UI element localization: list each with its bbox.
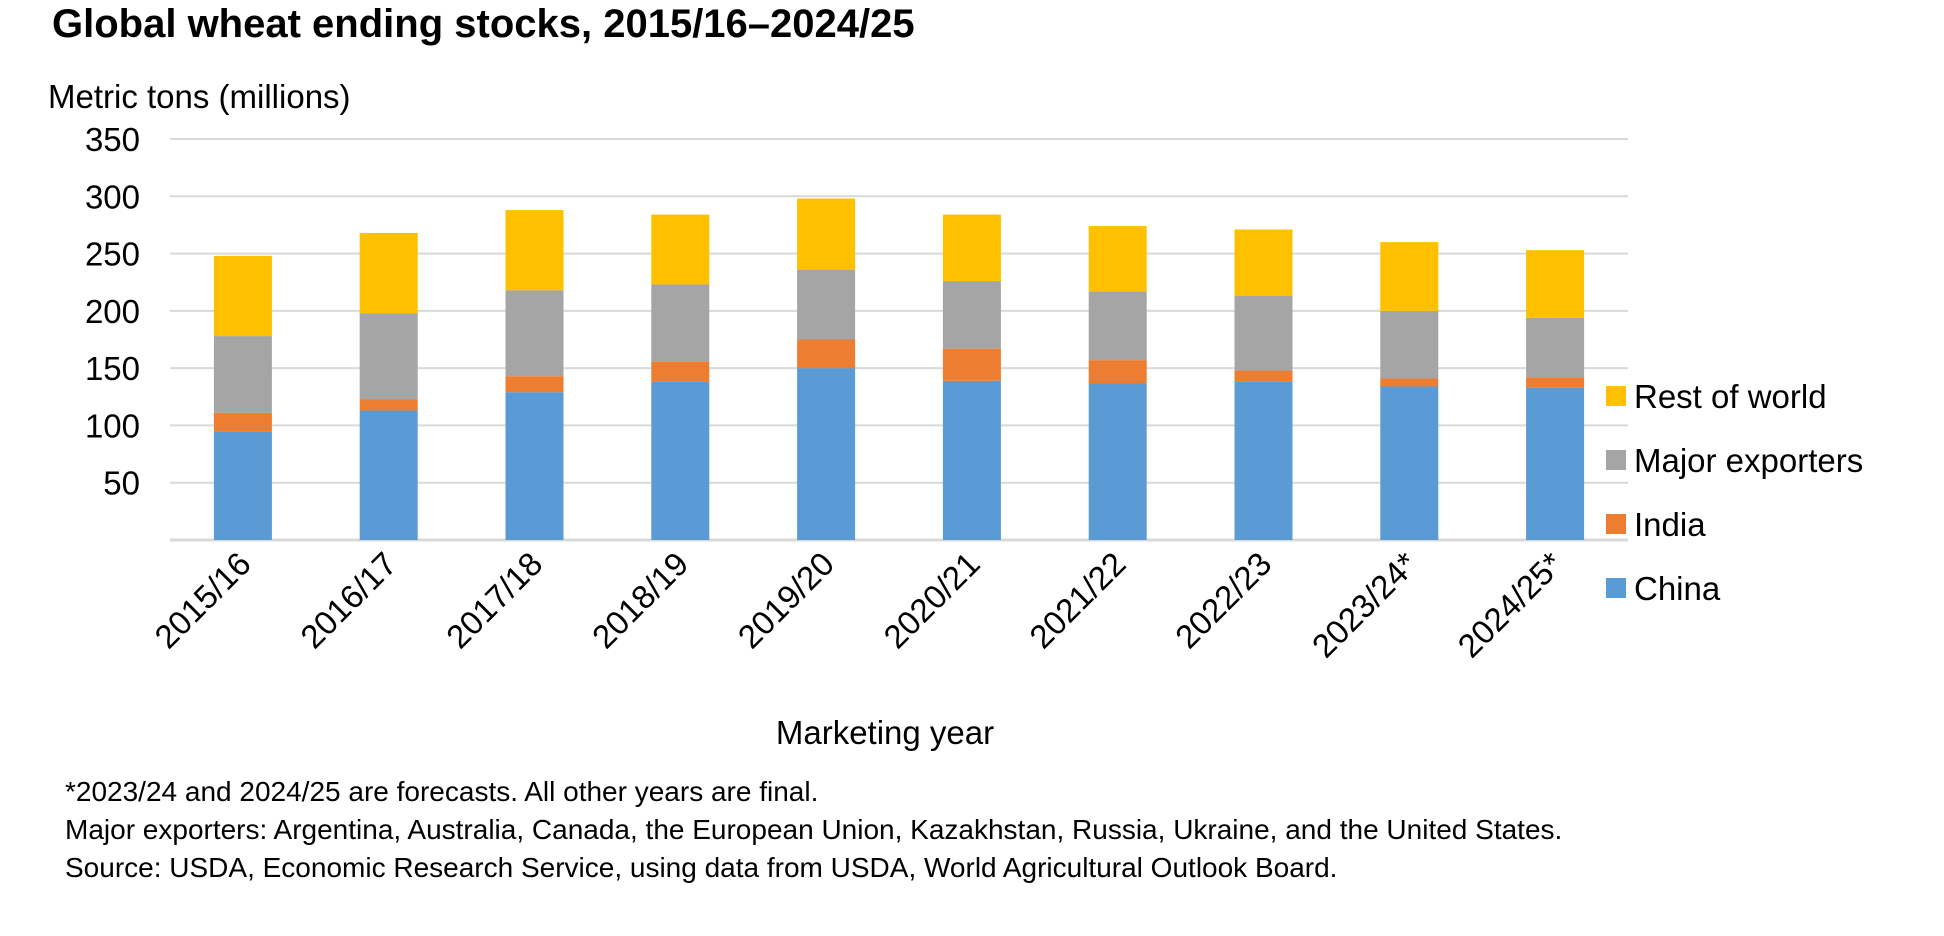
bar-rest-of-world — [213, 255, 272, 337]
legend-label: Rest of world — [1634, 378, 1827, 415]
bar-india — [942, 348, 1001, 381]
y-tick-label: 150 — [85, 350, 140, 387]
legend: Rest of world Major exporters India China — [1606, 378, 1863, 607]
y-axis-label: Metric tons (millions) — [48, 78, 351, 115]
forecast-note: *2023/24 and 2024/25 are forecasts. All … — [65, 776, 819, 807]
x-axis-ticks: 2015/16 2016/17 2017/18 2018/19 2019/20 2020/… — [147, 545, 1570, 665]
bar-rest-of-world — [1380, 242, 1439, 311]
bar-rest-of-world — [651, 214, 710, 285]
bar-india — [505, 376, 564, 393]
bar-china — [797, 368, 856, 540]
x-tick-label: 2018/19 — [585, 545, 696, 656]
y-tick-label: 300 — [85, 178, 140, 215]
x-axis-title: Marketing year — [776, 714, 994, 751]
y-tick-label: 50 — [103, 465, 140, 502]
bar-india — [651, 361, 710, 382]
bar-major-exporters — [1526, 317, 1585, 378]
bar-china — [1234, 381, 1293, 540]
y-tick-label: 350 — [85, 121, 140, 158]
bar-china — [359, 410, 418, 540]
bar-major-exporters — [1380, 310, 1439, 379]
stacked-bar-chart: 50 100 150 200 250 300 350 2015/16 2016/17 2017/… — [85, 121, 1863, 751]
bar-india — [797, 339, 856, 369]
bar-major-exporters — [797, 269, 856, 340]
bar-rest-of-world — [797, 198, 856, 270]
bar-china — [651, 381, 710, 540]
bar-china — [942, 380, 1001, 540]
x-tick-label: 2020/21 — [876, 545, 987, 656]
bar-india — [359, 399, 418, 411]
bar-india — [1526, 377, 1585, 388]
x-tick-label: 2021/22 — [1022, 545, 1133, 656]
legend-label: India — [1634, 506, 1706, 543]
bar-china — [505, 392, 564, 540]
bar-major-exporters — [1234, 295, 1293, 371]
y-tick-label: 250 — [85, 236, 140, 273]
bar-rest-of-world — [505, 210, 564, 291]
bar-china — [1088, 383, 1147, 540]
y-axis-ticks: 50 100 150 200 250 300 350 — [85, 121, 140, 502]
legend-label: China — [1634, 570, 1721, 607]
exporters-note: Major exporters: Argentina, Australia, C… — [65, 814, 1563, 845]
source-note: Source: USDA, Economic Research Service,… — [65, 852, 1338, 883]
bar-major-exporters — [359, 313, 418, 400]
y-tick-label: 200 — [85, 293, 140, 330]
bar-rest-of-world — [1234, 229, 1293, 296]
x-tick-label: 2019/20 — [731, 545, 842, 656]
legend-swatch — [1606, 450, 1626, 470]
chart-title: Global wheat ending stocks, 2015/16–2024… — [52, 2, 915, 46]
bar-major-exporters — [505, 290, 564, 377]
legend-swatch — [1606, 386, 1626, 406]
bar-china — [1380, 386, 1439, 540]
bar-major-exporters — [213, 336, 272, 413]
y-tick-label: 100 — [85, 407, 140, 444]
bars — [213, 198, 1585, 540]
bar-major-exporters — [1088, 291, 1147, 361]
bar-rest-of-world — [1088, 226, 1147, 292]
x-tick-label: 2022/23 — [1168, 545, 1279, 656]
footnotes: *2023/24 and 2024/25 are forecasts. All … — [65, 773, 1562, 887]
bar-major-exporters — [651, 284, 710, 362]
legend-swatch — [1606, 514, 1626, 534]
bar-rest-of-world — [1526, 250, 1585, 318]
bar-india — [1234, 370, 1293, 382]
bar-china — [213, 431, 272, 540]
x-tick-label: 2023/24* — [1305, 545, 1425, 665]
x-tick-label: 2017/18 — [439, 545, 550, 656]
bar-india — [1088, 360, 1147, 384]
bar-rest-of-world — [942, 214, 1001, 282]
legend-label: Major exporters — [1634, 442, 1863, 479]
x-tick-label: 2015/16 — [147, 545, 258, 656]
x-tick-label: 2024/25* — [1450, 545, 1570, 665]
x-tick-label: 2016/17 — [293, 545, 404, 656]
bar-india — [1380, 378, 1439, 387]
legend-swatch — [1606, 578, 1626, 598]
bar-major-exporters — [942, 281, 1001, 349]
bar-india — [213, 412, 272, 432]
bar-rest-of-world — [359, 232, 418, 314]
bar-china — [1526, 387, 1585, 540]
